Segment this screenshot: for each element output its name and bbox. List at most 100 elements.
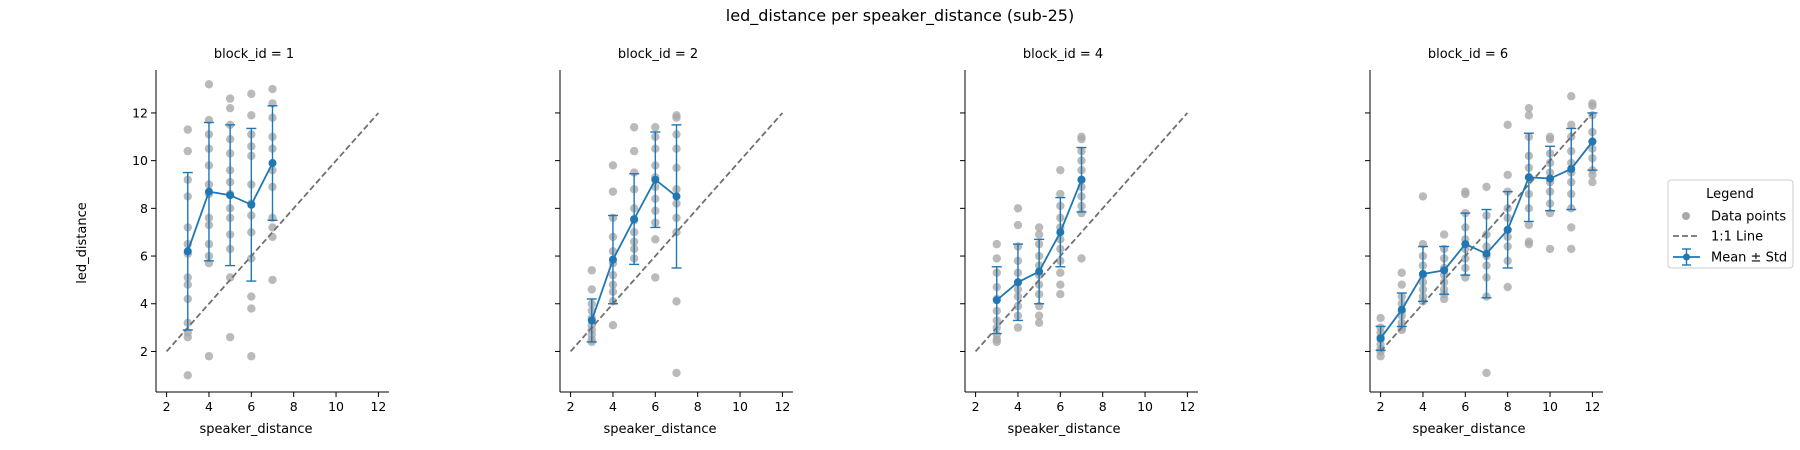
data-point (1077, 208, 1086, 218)
data-point (651, 123, 660, 132)
data-point (629, 146, 639, 156)
data-point (1013, 323, 1023, 332)
x-tick-label: 6 (247, 399, 255, 414)
data-point (183, 146, 192, 156)
data-point (247, 352, 256, 361)
data-point (672, 113, 681, 122)
mean-marker (1461, 240, 1470, 249)
y-tick-label: 4 (140, 296, 148, 311)
x-tick-label: 12 (370, 399, 386, 414)
data-point (1482, 368, 1491, 378)
data-point (608, 321, 618, 330)
mean-marker (268, 159, 277, 168)
data-point (1503, 120, 1512, 130)
x-tick-label: 12 (1584, 399, 1600, 414)
mean-marker (1418, 269, 1427, 278)
x-axis-label: speaker_distance (1008, 422, 1121, 437)
data-point (608, 161, 618, 170)
data-point (1524, 239, 1534, 249)
data-point (225, 94, 235, 103)
y-tick-label: 6 (140, 249, 148, 264)
data-point (204, 352, 214, 361)
mean-marker (1546, 174, 1555, 183)
legend: Legend Data points 1:1 Line Mean ± Std (1667, 179, 1794, 269)
mean-marker (1588, 137, 1597, 146)
data-point (629, 168, 639, 177)
x-tick-label: 2 (972, 399, 980, 414)
mean-marker (1567, 164, 1576, 173)
data-point (247, 89, 256, 99)
data-point (204, 80, 214, 89)
data-point (1397, 268, 1406, 277)
panel-block-4: block_id = 4 speaker_distance 2 4 6 8 10 12 (960, 47, 1198, 437)
data-point (1013, 220, 1023, 230)
mean-marker (651, 175, 660, 184)
identity-line (569, 112, 784, 353)
identity-line (974, 112, 1189, 353)
x-tick-label: 10 (1542, 399, 1558, 414)
panel-block-6: block_id = 6 speaker_distance 2 4 6 8 10 12 (1365, 47, 1603, 437)
data-point (1056, 290, 1065, 299)
data-point (1503, 282, 1512, 292)
legend-entry-label: 1:1 Line (1711, 230, 1763, 245)
legend-frame (1667, 179, 1794, 269)
data-point (183, 332, 192, 342)
data-point (1077, 134, 1086, 144)
panel-block-1: block_id = 1 speaker_distance led_distan… (75, 47, 389, 437)
data-point (1545, 244, 1555, 254)
x-tick-label: 12 (1179, 399, 1195, 414)
data-point (268, 223, 277, 232)
data-point (1567, 223, 1576, 232)
mean-marker (1482, 249, 1491, 258)
y-tick-label: 12 (132, 105, 148, 120)
mean-marker (672, 192, 681, 201)
panel-title: block_id = 6 (1428, 47, 1508, 62)
data-point (1588, 101, 1597, 110)
x-tick-label: 2 (163, 399, 171, 414)
x-tick-label: 12 (774, 399, 790, 414)
x-tick-label: 6 (651, 399, 659, 414)
legend-mean-swatch (1673, 248, 1700, 266)
x-tick-label: 10 (328, 399, 344, 414)
data-point (1439, 230, 1449, 239)
data-point (587, 266, 596, 275)
data-point (1524, 220, 1534, 230)
data-point (1418, 192, 1428, 201)
x-tick-label: 8 (290, 399, 298, 414)
data-point (672, 368, 681, 378)
data-point (672, 297, 681, 306)
y-axis-label: led_distance (75, 202, 90, 283)
legend-title: Legend (1706, 187, 1754, 202)
plot-area: 2 4 6 8 10 12 (960, 70, 1198, 414)
data-point (247, 292, 256, 301)
y-tick-label: 8 (140, 201, 148, 216)
mean-marker (1013, 278, 1022, 287)
data-point (1482, 182, 1491, 192)
data-point (1077, 254, 1086, 263)
x-tick-label: 4 (1014, 399, 1022, 414)
legend-entry-label: Mean ± Std (1711, 251, 1787, 266)
mean-marker (1524, 173, 1533, 182)
x-tick-label: 6 (1461, 399, 1469, 414)
data-point (225, 103, 235, 113)
data-point (1503, 170, 1512, 180)
data-point (1056, 189, 1065, 199)
legend-entry-label: Data points (1711, 210, 1786, 225)
data-point (1524, 111, 1534, 120)
mean-marker (1440, 266, 1449, 275)
x-tick-label: 8 (694, 399, 702, 414)
panel-block-2: block_id = 2 speaker_distance 2 4 6 8 10 12 (555, 47, 793, 437)
data-point (1056, 268, 1065, 277)
data-point (992, 239, 1001, 249)
data-point (268, 232, 277, 242)
x-tick-label: 4 (1419, 399, 1427, 414)
x-tick-label: 4 (609, 399, 617, 414)
x-axis-label: speaker_distance (1413, 422, 1526, 437)
data-point (247, 304, 256, 313)
data-point (1397, 325, 1406, 335)
data-point (1397, 280, 1406, 289)
mean-marker (1376, 334, 1385, 343)
data-point (1545, 134, 1555, 144)
identity-line (165, 112, 380, 353)
data-point (1056, 165, 1065, 175)
